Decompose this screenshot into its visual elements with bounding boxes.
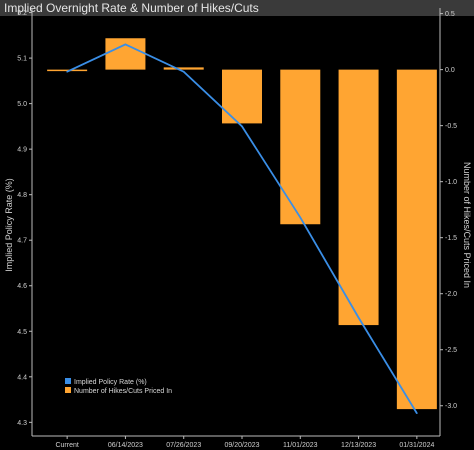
right-tick-label: -2.5: [445, 347, 457, 354]
left-tick-label: 4.4: [17, 374, 27, 381]
rate-point: [182, 70, 185, 73]
rate-point: [241, 125, 243, 128]
left-tick-label: 4.5: [17, 329, 27, 336]
chart-title: Implied Overnight Rate & Number of Hikes…: [4, 1, 259, 15]
rate-point: [299, 216, 302, 219]
x-tick-labels: Current 06/14/2023 07/26/2023 09/20/2023 11/…: [55, 436, 434, 449]
legend-label-rate: Implied Policy Rate (%): [74, 379, 147, 386]
rate-point: [124, 43, 127, 46]
x-tick-label: 01/31/2024: [399, 442, 434, 449]
right-tick-label: -1.0: [445, 179, 457, 186]
left-tick-label: 5.0: [17, 101, 27, 108]
x-tick-label: 12/13/2023: [341, 442, 376, 449]
right-tick-label: -2.0: [445, 291, 457, 298]
left-tick-labels: 4.3 4.4 4.5 4.6 4.7 4.8 4.9 5.0 5.1 5.2: [17, 10, 32, 427]
left-tick-label: 4.3: [17, 420, 27, 427]
bar: [47, 69, 88, 72]
bars: [47, 38, 437, 410]
left-tick-label: 4.7: [17, 238, 27, 245]
right-tick-label: 0.0: [445, 67, 455, 74]
right-tick-label: 0.5: [445, 11, 455, 18]
bar: [280, 69, 321, 225]
right-tick-label: -1.5: [445, 235, 457, 242]
x-tick-label: 11/01/2023: [283, 442, 318, 449]
left-tick-label: 4.9: [17, 147, 27, 154]
legend-swatch-hikes: [65, 387, 71, 393]
legend-label-hikes: Number of Hikes/Cuts Priced In: [74, 388, 172, 395]
left-tick-label: 4.8: [17, 192, 27, 199]
rate-point: [357, 316, 360, 319]
bar: [105, 38, 146, 70]
y-axis-label: Implied Policy Rate (%): [4, 178, 14, 272]
rate-line-group: [66, 43, 418, 415]
left-tick-label: 5.2: [17, 10, 27, 17]
bar: [396, 69, 437, 410]
left-tick-label: 5.1: [17, 56, 27, 63]
right-tick-labels: 0.5 0.0 -0.5 -1.0 -1.5 -2.0 -2.5 -3.0: [440, 11, 457, 410]
axes: [31, 8, 441, 437]
legend-swatch-rate: [65, 378, 71, 384]
title-bar: Implied Overnight Rate & Number of Hikes…: [0, 0, 474, 16]
bar: [222, 69, 262, 124]
y2-axis-label: Number of Hikes/Cuts Priced In: [462, 162, 472, 288]
rate-point: [66, 70, 68, 73]
bar: [338, 69, 379, 326]
x-tick-label: 09/20/2023: [224, 442, 259, 449]
right-tick-label: -0.5: [445, 123, 457, 130]
bar: [163, 67, 204, 70]
x-tick-label: Current: [55, 442, 78, 449]
right-tick-label: -3.0: [445, 403, 457, 410]
legend: Implied Policy Rate (%) Number of Hikes/…: [65, 378, 172, 395]
rate-point: [416, 412, 418, 415]
x-tick-label: 06/14/2023: [108, 442, 143, 449]
left-tick-label: 4.6: [17, 283, 27, 290]
x-tick-label: 07/26/2023: [166, 442, 201, 449]
